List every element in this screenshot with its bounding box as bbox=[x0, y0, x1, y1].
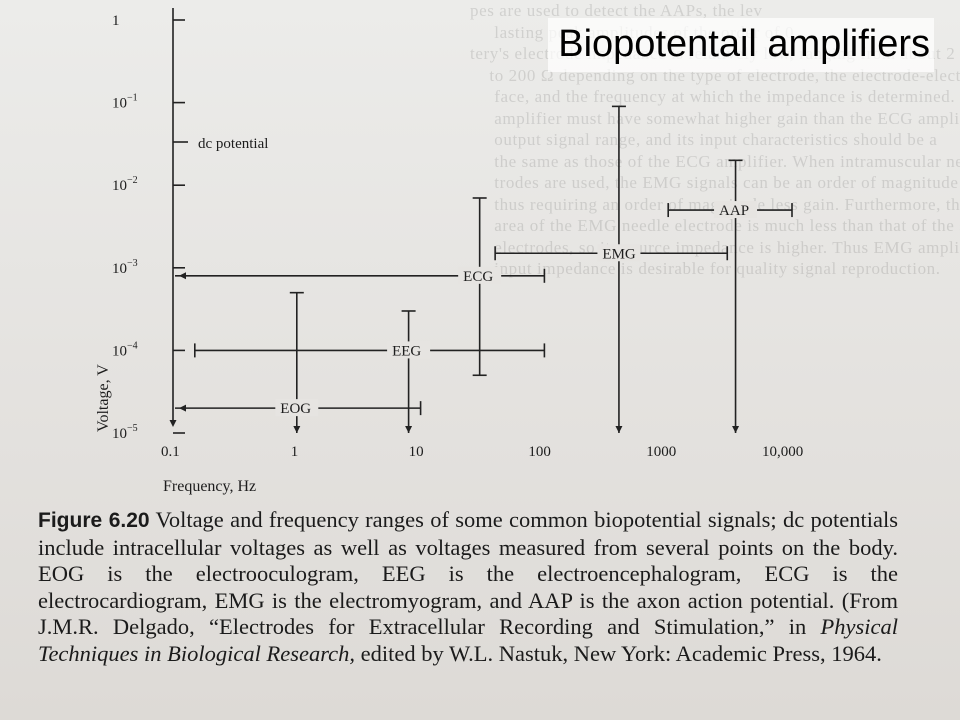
x-axis-title: Frequency, Hz bbox=[163, 478, 256, 495]
series-ecg bbox=[175, 197, 546, 377]
y-tick-exponent: −4 bbox=[127, 340, 138, 351]
voltage-arrow-eog bbox=[293, 426, 301, 433]
series-label-bg-emg bbox=[597, 244, 641, 262]
y-tick-label: 10−3 bbox=[112, 258, 138, 277]
figure-label: Figure 6.20 bbox=[38, 509, 150, 532]
series-label-bg-eog bbox=[275, 399, 319, 417]
x-tick-label: 1000 bbox=[646, 444, 676, 460]
series-label-bg-aap bbox=[714, 201, 758, 219]
x-tick-label: 0.1 bbox=[161, 444, 180, 460]
y-tick-exponent: −5 bbox=[127, 423, 138, 434]
y-tick-label: 10−1 bbox=[112, 93, 138, 112]
y-tick-exponent: −2 bbox=[127, 175, 138, 186]
series-eeg bbox=[194, 310, 546, 433]
series-emg bbox=[494, 105, 729, 433]
series-label-eog: EOG bbox=[280, 401, 311, 417]
caption-book-title: Physical Techniques in Biological Resear… bbox=[38, 614, 898, 666]
y-axis-arrow bbox=[169, 420, 177, 427]
y-tick-label: 1 bbox=[112, 13, 120, 29]
y-tick-exponent: −1 bbox=[127, 93, 138, 104]
voltage-arrow-eeg bbox=[405, 426, 413, 433]
y-tick-label: 10−4 bbox=[112, 340, 138, 359]
x-tick-label: 1 bbox=[291, 444, 299, 460]
y-tick-label: 10−5 bbox=[112, 423, 138, 442]
voltage-arrow-aap bbox=[732, 426, 740, 433]
slide-title: Biopotentail amplifiers bbox=[548, 18, 934, 72]
series-label-ecg: ECG bbox=[463, 269, 493, 285]
figure-caption: Figure 6.20 Voltage and frequency ranges… bbox=[38, 507, 898, 667]
series-label-aap: AAP bbox=[719, 203, 749, 219]
freq-arrow-eog bbox=[179, 404, 186, 412]
y-tick-exponent: −3 bbox=[127, 258, 138, 269]
x-tick-label: 10,000 bbox=[762, 444, 803, 460]
series-label-bg-eeg bbox=[387, 341, 431, 359]
series-label-eeg: EEG bbox=[392, 343, 421, 359]
series-label-emg: EMG bbox=[602, 246, 636, 262]
y-axis-title: Voltage, V bbox=[95, 364, 112, 432]
caption-text-2: edited by W.L. Nastuk, New York: Academi… bbox=[355, 640, 882, 666]
series-label-dc-potential: dc potential bbox=[198, 136, 268, 152]
y-tick-label: 10−2 bbox=[112, 175, 138, 194]
caption-text-1: Voltage and frequency ranges of some com… bbox=[38, 507, 898, 639]
x-tick-label: 10 bbox=[409, 444, 424, 460]
x-tick-label: 100 bbox=[528, 444, 551, 460]
voltage-arrow-emg bbox=[615, 426, 623, 433]
freq-arrow-ecg bbox=[179, 272, 186, 280]
series-label-bg-ecg bbox=[458, 266, 502, 284]
